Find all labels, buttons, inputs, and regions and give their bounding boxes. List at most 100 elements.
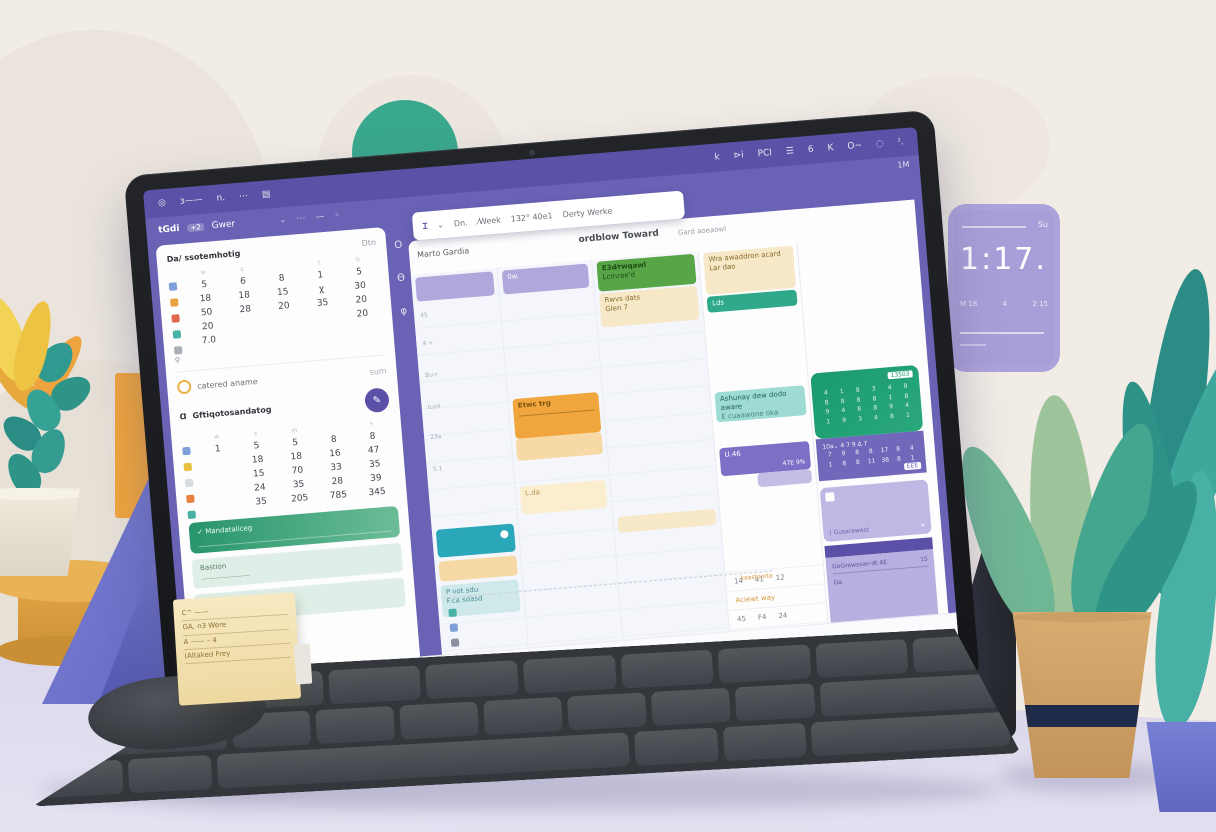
- workspace-badge: +2: [187, 222, 205, 233]
- all-day-event[interactable]: [415, 271, 495, 302]
- calendar-day[interactable]: 38: [881, 456, 890, 465]
- clock-underline-short: [960, 344, 986, 346]
- column-header[interactable]: Marto Gardia: [416, 246, 470, 260]
- calendar-day[interactable]: 8: [889, 412, 895, 421]
- event-orange-pale[interactable]: [438, 555, 518, 582]
- subbar-icon[interactable]: —: [315, 211, 325, 223]
- lavender-card[interactable]: ( Gusarawest »: [819, 479, 932, 543]
- titlebar-icon[interactable]: k: [714, 152, 721, 163]
- rail-icon[interactable]: φ: [400, 305, 408, 317]
- time-mark: 5.1: [432, 465, 443, 473]
- toolbar-item[interactable]: ⁄Week: [477, 215, 502, 226]
- toolbar-item[interactable]: Dn.: [453, 217, 468, 228]
- event-teal[interactable]: [435, 523, 516, 558]
- glyph-icon: 2 15: [1032, 300, 1048, 308]
- titlebar-icon[interactable]: O~: [847, 140, 863, 152]
- calendar-day[interactable]: 3: [857, 415, 863, 423]
- sticky-note: C^ —— GA, n3 Were A —— – 4 (Altaked Frey: [172, 592, 302, 706]
- titlebar-icon[interactable]: ▤: [261, 189, 271, 200]
- white-plant-pot: [0, 488, 80, 576]
- time-mark: Bu-r: [424, 371, 438, 380]
- event-cream[interactable]: [617, 508, 717, 533]
- calendar-day[interactable]: 205: [290, 493, 309, 505]
- titlebar-icon[interactable]: ɜ——: [179, 194, 204, 207]
- toolbar-item[interactable]: 132° 40e1: [510, 210, 553, 224]
- calendar-day[interactable]: [266, 326, 306, 343]
- calendar-day[interactable]: 1: [828, 461, 833, 469]
- calendar-day[interactable]: 35: [255, 496, 268, 508]
- event-cream[interactable]: Wra awaddron acard Lar dao: [703, 245, 797, 295]
- new-event-button[interactable]: ✎: [364, 387, 390, 414]
- titlebar-icon[interactable]: ո.: [216, 193, 226, 204]
- titlebar-icon[interactable]: ⋯: [238, 191, 249, 202]
- titlebar-icon[interactable]: ⊳i: [733, 150, 745, 162]
- workspace-title: tGdi: [157, 223, 180, 236]
- toolbar-item[interactable]: Derty Werke: [562, 205, 613, 219]
- sidebar-month-label[interactable]: Dtn: [361, 237, 377, 248]
- event-lavender[interactable]: [757, 468, 813, 488]
- titlebar-icon[interactable]: PCI: [757, 148, 773, 160]
- event-yellow-pale[interactable]: L.da: [519, 479, 608, 515]
- category-swatch-icon: [448, 608, 457, 618]
- calendar-day[interactable]: 345: [368, 486, 387, 499]
- category-swatch-icon: [171, 314, 180, 323]
- rail-icon[interactable]: ϴ: [396, 272, 406, 285]
- block-title: GoGrewsswr-dt 4E: [831, 559, 888, 571]
- calendar-chip: 13503: [887, 370, 913, 380]
- calendar-day[interactable]: [228, 329, 268, 346]
- time-mark: 23a: [429, 433, 442, 441]
- titlebar-icon[interactable]: ☰: [785, 146, 795, 157]
- category-swatch-icon: [449, 623, 459, 633]
- calendar-day[interactable]: [305, 323, 345, 340]
- calendar-day[interactable]: 1: [826, 417, 831, 426]
- calendar-day[interactable]: 785: [329, 490, 348, 502]
- purple-mini-calendar[interactable]: 10a⌄ 4 7 9 ∆ 7 7 9 8 8 17 8 4 1 8 8 11 38 8 1 EEE: [815, 430, 927, 482]
- block-sub: Ga.: [833, 578, 844, 587]
- titlebar-icon[interactable]: ◎: [157, 197, 167, 209]
- event-reminder[interactable]: Ashunay dew dodo aware E cuaawone oka ak…: [714, 385, 807, 423]
- check-icon: ✓: [196, 527, 204, 537]
- time-mark: turd: [427, 403, 441, 412]
- chevron-right-icon[interactable]: »: [920, 520, 926, 530]
- calendar-day[interactable]: 8: [855, 459, 861, 467]
- subbar-icons: ⌄ ⋯ — ◦: [279, 211, 340, 226]
- card-caption: ( Gusarawest: [829, 526, 870, 537]
- event-orange[interactable]: Etwc trg: [512, 392, 602, 440]
- lavender-block[interactable]: GoGrewsswr-dt 4E 15 Ga.: [825, 549, 939, 624]
- card-icon: [825, 492, 835, 502]
- glyph-icon: 4: [1002, 300, 1008, 308]
- category-swatch-icon: [184, 478, 194, 488]
- clock-corner-label: Su: [1037, 220, 1048, 229]
- corner-label: 1M: [897, 159, 910, 170]
- category-swatch-icon: [187, 510, 197, 520]
- subbar-icon[interactable]: ◦: [334, 210, 341, 222]
- toolbar-item[interactable]: ⌄: [436, 219, 445, 230]
- titlebar-icon[interactable]: K: [827, 143, 834, 154]
- calendar-day[interactable]: 9: [841, 416, 847, 424]
- calendar-day[interactable]: 1: [905, 411, 911, 419]
- category-swatch-icon: [172, 330, 182, 339]
- pot-stripe: [1012, 704, 1152, 727]
- blue-plant-pot: [1146, 722, 1216, 812]
- category-swatches: [182, 446, 197, 520]
- titlebar-icon[interactable]: 6: [807, 144, 815, 156]
- toolbar-item[interactable]: Ɪ: [422, 221, 428, 231]
- camera-dot: [528, 149, 536, 156]
- all-day-event[interactable]: 0w.: [501, 263, 590, 295]
- subbar-icon[interactable]: ⋯: [296, 213, 306, 225]
- calendar-day[interactable]: 11: [867, 457, 876, 466]
- sidebar-title: Da/ ssotemhotig: [166, 248, 241, 264]
- subbar-icon[interactable]: ⌄: [278, 215, 287, 226]
- titlebar-icon[interactable]: ◌: [875, 138, 885, 150]
- calendar-day[interactable]: [203, 497, 243, 514]
- calendar-day[interactable]: [344, 320, 384, 337]
- calendar-day[interactable]: 8: [842, 460, 847, 468]
- calendar-day[interactable]: 7.0: [201, 335, 217, 347]
- titlebar-icon[interactable]: ᒾ.: [897, 137, 905, 148]
- calendar-day[interactable]: 4: [873, 414, 879, 422]
- category-swatch-icon: [173, 346, 183, 355]
- rail-icon[interactable]: O: [393, 239, 403, 252]
- event-cream[interactable]: Rwvs dats Glen 7: [598, 285, 700, 328]
